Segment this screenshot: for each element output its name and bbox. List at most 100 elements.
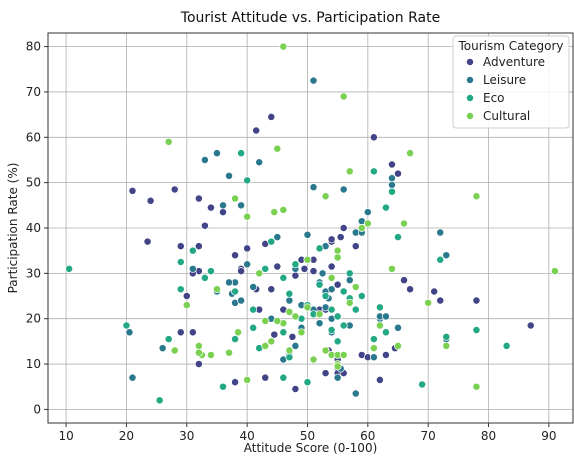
data-point-eco bbox=[155, 396, 164, 405]
data-point-cultural bbox=[345, 298, 354, 307]
data-point-cultural bbox=[472, 382, 481, 391]
data-point-cultural bbox=[297, 328, 306, 337]
data-point-cultural bbox=[279, 205, 288, 214]
axis-ticks: 10 20 30 40 50 60 70 80 90 0 10 20 30 40 50 60 70 80 bbox=[26, 40, 557, 443]
data-point-cultural bbox=[339, 351, 348, 359]
data-point-eco bbox=[351, 305, 360, 314]
data-point-eco bbox=[122, 321, 131, 330]
data-point-adventure bbox=[194, 360, 203, 368]
data-point-leisure bbox=[243, 260, 252, 269]
data-point-leisure bbox=[291, 341, 300, 350]
data-point-leisure bbox=[125, 328, 134, 337]
data-point-leisure bbox=[442, 251, 451, 260]
x-tick-label: 40 bbox=[239, 429, 254, 443]
data-point-eco bbox=[369, 335, 378, 344]
data-point-adventure bbox=[200, 221, 209, 230]
data-point-adventure bbox=[288, 332, 297, 341]
data-point-eco bbox=[285, 289, 294, 298]
data-point-leisure bbox=[249, 283, 258, 291]
data-point-leisure bbox=[225, 278, 233, 287]
data-point-cultural bbox=[194, 341, 203, 350]
data-point-eco bbox=[219, 382, 227, 391]
data-point-cultural bbox=[273, 317, 282, 325]
data-point-adventure bbox=[143, 237, 152, 246]
data-point-cultural bbox=[406, 149, 415, 158]
data-point-cultural bbox=[394, 341, 402, 350]
data-point-leisure bbox=[394, 323, 402, 332]
data-point-cultural bbox=[285, 346, 294, 355]
legend-marker-cultural bbox=[466, 112, 474, 120]
data-point-adventure bbox=[188, 328, 197, 337]
data-point-cultural bbox=[303, 303, 312, 312]
data-point-leisure bbox=[128, 373, 137, 382]
data-point-adventure bbox=[430, 287, 439, 296]
data-point-adventure bbox=[237, 267, 246, 276]
data-point-leisure bbox=[381, 312, 390, 321]
data-point-eco bbox=[333, 312, 342, 321]
data-point-cultural bbox=[164, 137, 173, 146]
data-point-eco bbox=[327, 305, 336, 314]
data-point-eco bbox=[375, 303, 384, 312]
data-point-adventure bbox=[128, 186, 137, 195]
data-point-cultural bbox=[170, 346, 179, 355]
data-point-adventure bbox=[182, 292, 191, 300]
data-point-adventure bbox=[327, 262, 336, 271]
y-tick-label: 80 bbox=[26, 40, 41, 54]
data-point-adventure bbox=[219, 208, 227, 217]
data-point-cultural bbox=[243, 375, 252, 384]
data-point-eco bbox=[267, 237, 276, 246]
data-point-eco bbox=[436, 255, 445, 264]
data-point-cultural bbox=[285, 307, 294, 316]
data-point-cultural bbox=[369, 344, 378, 353]
data-point-adventure bbox=[526, 321, 535, 330]
data-point-adventure bbox=[394, 169, 402, 178]
data-point-cultural bbox=[243, 212, 252, 221]
data-point-eco bbox=[339, 321, 348, 330]
data-point-cultural bbox=[327, 273, 336, 282]
data-point-eco bbox=[381, 203, 390, 212]
data-point-adventure bbox=[291, 385, 300, 393]
data-point-leisure bbox=[237, 201, 246, 210]
data-point-cultural bbox=[363, 219, 372, 228]
data-point-leisure bbox=[333, 373, 342, 382]
data-point-cultural bbox=[442, 341, 451, 350]
data-point-leisure bbox=[369, 353, 378, 362]
data-point-adventure bbox=[252, 126, 261, 135]
data-point-cultural bbox=[345, 167, 354, 176]
data-point-eco bbox=[345, 269, 354, 278]
data-point-cultural bbox=[270, 208, 279, 217]
data-point-leisure bbox=[339, 185, 348, 194]
data-point-cultural bbox=[213, 285, 221, 294]
data-point-adventure bbox=[194, 194, 203, 203]
data-point-eco bbox=[206, 267, 215, 276]
data-point-cultural bbox=[231, 194, 240, 203]
data-point-cultural bbox=[424, 298, 433, 307]
data-point-leisure bbox=[158, 344, 167, 353]
data-point-adventure bbox=[170, 185, 179, 194]
x-tick-label: 50 bbox=[300, 429, 315, 443]
y-tick-label: 20 bbox=[26, 312, 41, 326]
data-point-leisure bbox=[315, 319, 324, 328]
data-point-leisure bbox=[237, 296, 246, 305]
data-point-leisure bbox=[285, 296, 294, 305]
data-point-cultural bbox=[279, 42, 288, 51]
data-point-leisure bbox=[213, 149, 221, 158]
data-point-cultural bbox=[182, 301, 191, 310]
data-point-cultural bbox=[273, 144, 282, 153]
data-point-eco bbox=[339, 287, 348, 296]
data-point-adventure bbox=[176, 328, 185, 337]
data-point-adventure bbox=[267, 285, 276, 294]
data-point-cultural bbox=[321, 192, 330, 201]
data-point-adventure bbox=[267, 112, 276, 121]
data-point-leisure bbox=[303, 230, 312, 239]
data-point-cultural bbox=[333, 246, 342, 255]
data-point-eco bbox=[291, 260, 300, 269]
data-point-adventure bbox=[243, 244, 252, 253]
y-tick-label: 0 bbox=[33, 402, 41, 416]
x-tick-label: 30 bbox=[179, 429, 194, 443]
data-point-eco bbox=[249, 305, 258, 314]
data-point-cultural bbox=[388, 264, 396, 273]
data-point-eco bbox=[369, 167, 378, 176]
